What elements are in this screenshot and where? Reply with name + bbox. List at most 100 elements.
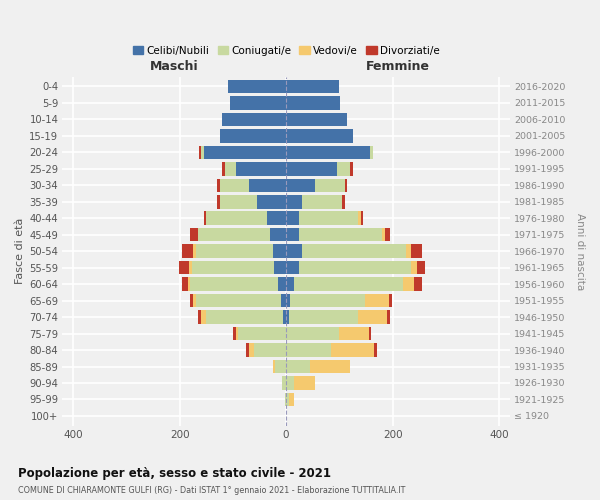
Bar <box>270 228 286 241</box>
Bar <box>222 112 286 126</box>
Bar <box>286 195 302 208</box>
Bar <box>225 162 236 175</box>
Bar <box>257 195 286 208</box>
Bar <box>222 162 225 175</box>
Bar <box>286 392 289 406</box>
Bar <box>286 96 340 110</box>
Bar <box>294 278 403 291</box>
Bar <box>227 80 286 93</box>
Bar <box>299 228 382 241</box>
Bar <box>406 244 411 258</box>
Bar <box>294 376 316 390</box>
Y-axis label: Fasce di età: Fasce di età <box>15 218 25 284</box>
Bar <box>416 261 425 274</box>
Bar <box>286 80 340 93</box>
Bar <box>414 278 422 291</box>
Bar <box>361 212 364 225</box>
Bar <box>286 112 347 126</box>
Bar <box>179 261 189 274</box>
Bar <box>411 261 416 274</box>
Bar <box>201 310 206 324</box>
Bar <box>192 261 274 274</box>
Bar <box>365 294 389 308</box>
Bar <box>285 392 286 406</box>
Bar <box>286 360 310 374</box>
Bar <box>358 310 387 324</box>
Bar <box>283 310 286 324</box>
Bar <box>201 146 203 159</box>
Bar <box>299 261 411 274</box>
Bar <box>286 244 302 258</box>
Bar <box>233 327 236 340</box>
Bar <box>246 344 249 357</box>
Bar <box>340 327 368 340</box>
Bar <box>302 244 406 258</box>
Bar <box>199 146 201 159</box>
Bar <box>236 162 286 175</box>
Bar <box>273 360 275 374</box>
Bar <box>411 244 422 258</box>
Bar <box>316 178 344 192</box>
Bar <box>198 228 270 241</box>
Bar <box>286 294 290 308</box>
Bar <box>286 228 299 241</box>
Bar <box>331 344 374 357</box>
Bar <box>286 162 337 175</box>
Bar <box>358 212 361 225</box>
Bar <box>286 278 294 291</box>
Bar <box>299 212 358 225</box>
Bar <box>342 195 344 208</box>
Bar <box>193 294 196 308</box>
Bar <box>286 146 370 159</box>
Bar <box>374 344 377 357</box>
Bar <box>282 376 286 390</box>
Bar <box>249 178 286 192</box>
Bar <box>275 360 286 374</box>
Bar <box>217 195 220 208</box>
Bar <box>203 212 206 225</box>
Bar <box>274 261 286 274</box>
Bar <box>389 294 392 308</box>
Bar <box>281 294 286 308</box>
Bar <box>286 327 340 340</box>
Bar <box>403 278 414 291</box>
Bar <box>273 244 286 258</box>
Bar <box>220 178 249 192</box>
Bar <box>385 228 390 241</box>
Bar <box>217 178 220 192</box>
Bar <box>286 212 299 225</box>
Bar <box>286 261 299 274</box>
Bar <box>236 327 238 340</box>
Bar <box>220 195 257 208</box>
Bar <box>337 162 350 175</box>
Bar <box>206 212 268 225</box>
Bar <box>382 228 385 241</box>
Bar <box>286 376 294 390</box>
Bar <box>350 162 353 175</box>
Bar <box>249 344 254 357</box>
Bar <box>286 310 289 324</box>
Bar <box>370 146 373 159</box>
Bar <box>290 294 365 308</box>
Bar <box>230 96 286 110</box>
Bar <box>190 278 278 291</box>
Bar <box>190 294 193 308</box>
Bar <box>182 278 188 291</box>
Bar <box>310 360 350 374</box>
Text: Popolazione per età, sesso e stato civile - 2021: Popolazione per età, sesso e stato civil… <box>18 468 331 480</box>
Bar <box>289 392 294 406</box>
Text: Femmine: Femmine <box>366 60 430 73</box>
Bar <box>368 327 371 340</box>
Bar <box>196 244 273 258</box>
Bar <box>289 310 358 324</box>
Bar <box>203 146 286 159</box>
Legend: Celibi/Nubili, Coniugati/e, Vedovi/e, Divorziati/e: Celibi/Nubili, Coniugati/e, Vedovi/e, Di… <box>128 42 443 60</box>
Bar <box>286 178 316 192</box>
Bar <box>254 344 286 357</box>
Bar <box>286 344 331 357</box>
Bar <box>188 278 190 291</box>
Bar <box>278 278 286 291</box>
Bar <box>302 195 342 208</box>
Bar <box>189 261 192 274</box>
Bar <box>387 310 390 324</box>
